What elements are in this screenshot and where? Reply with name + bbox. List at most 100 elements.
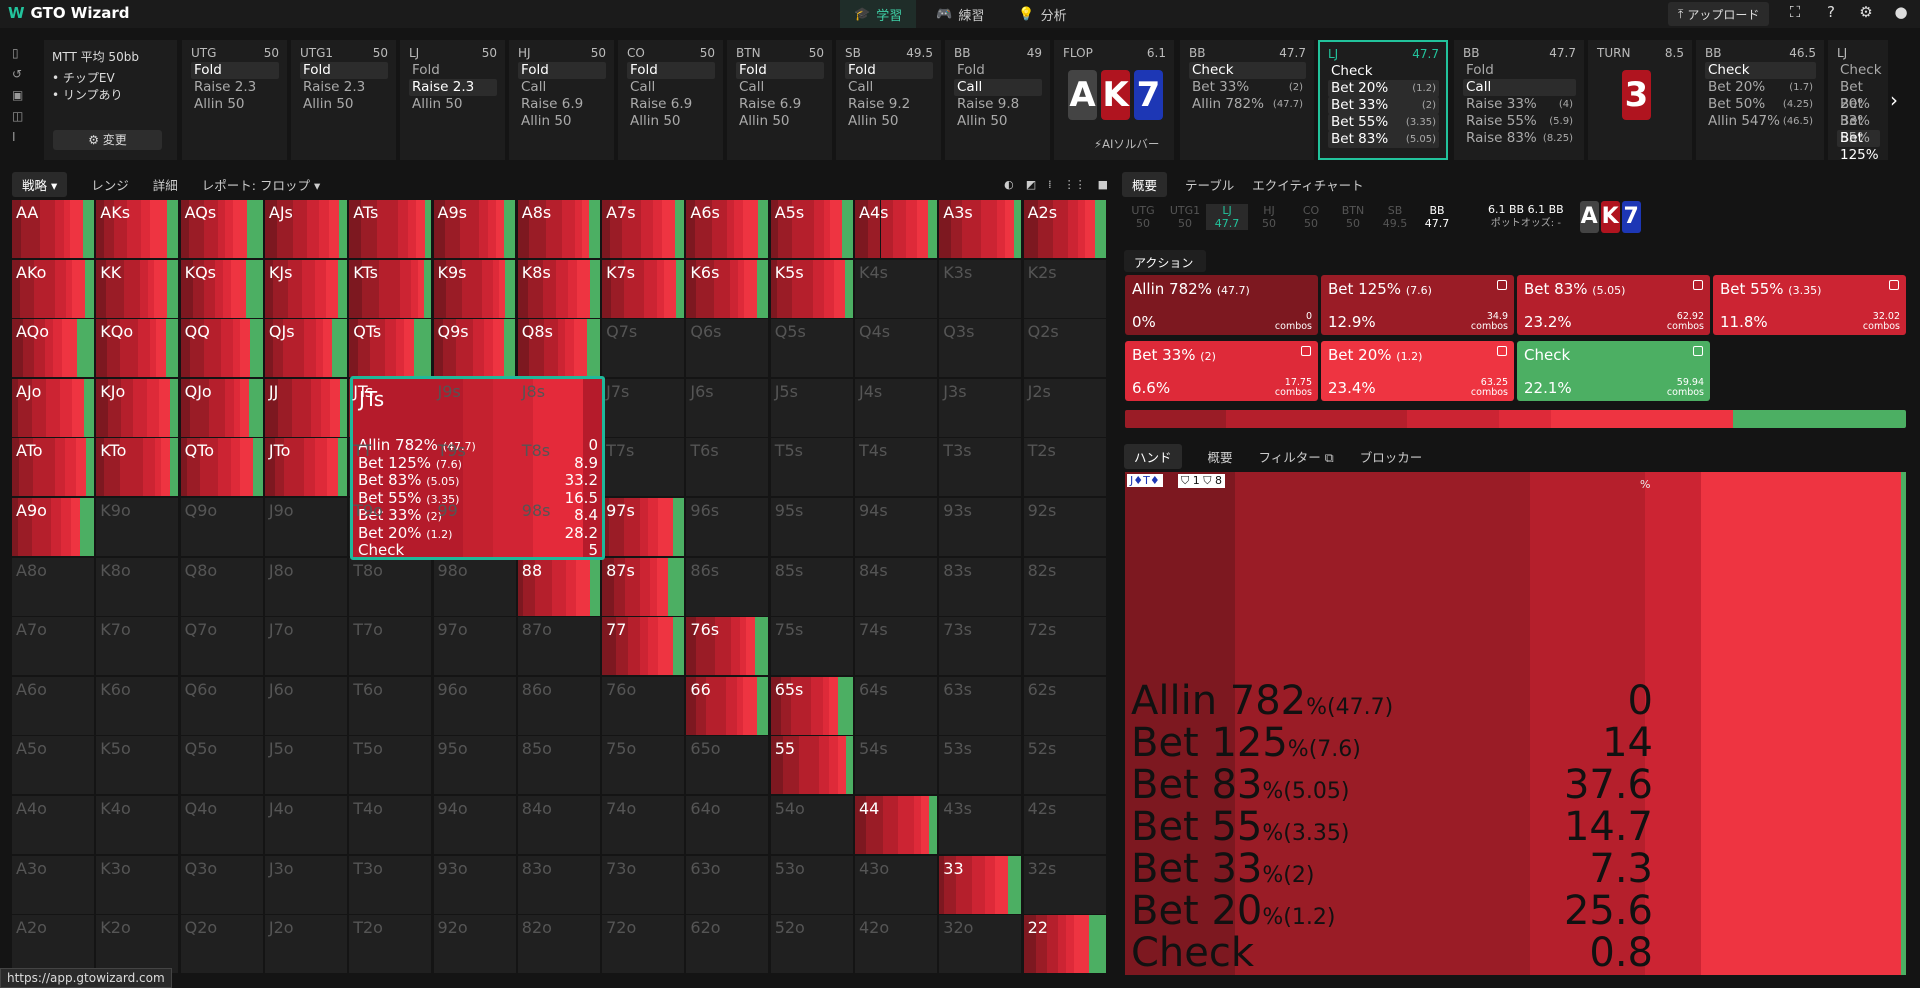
grid-cell[interactable]: 82o: [517, 915, 600, 974]
grid-cell[interactable]: J6o: [264, 676, 347, 735]
action-option[interactable]: Call: [630, 79, 656, 95]
grid-cell[interactable]: Q3s: [939, 319, 1022, 378]
grid-cell[interactable]: 75s: [770, 617, 853, 676]
screenshot-icon[interactable]: ⛶: [1789, 3, 1801, 21]
action-option[interactable]: Allin 50: [957, 113, 1008, 129]
grid-cell[interactable]: KQo: [96, 319, 179, 378]
grid-cell[interactable]: KTs: [349, 259, 432, 318]
grid-cell[interactable]: 62o: [686, 915, 769, 974]
street-column-bb[interactable]: BB 47.7 Check Bet 33% (2) Allin 782% (47.7): [1180, 40, 1314, 160]
grid-cell[interactable]: Q5s: [770, 319, 853, 378]
action-column-utg1[interactable]: UTG1 50 Fold Raise 2.3 Allin 50: [291, 40, 396, 160]
action-option[interactable]: Raise 33% (4): [1466, 96, 1573, 112]
tab-analyze[interactable]: 💡 分析: [1018, 6, 1067, 24]
grid-cell[interactable]: Q6o: [180, 676, 263, 735]
grid-cell[interactable]: Q3o: [180, 855, 263, 914]
contrast-icon[interactable]: ◩: [1025, 177, 1037, 191]
grid-cell[interactable]: JTo: [264, 438, 347, 497]
grid-cell[interactable]: 93s: [939, 498, 1022, 556]
grid-cell[interactable]: T2s: [1023, 438, 1106, 497]
action-option[interactable]: Bet 20% (1.7): [1708, 79, 1813, 95]
action-column-utg[interactable]: UTG 50 Fold Raise 2.3 Allin 50: [182, 40, 287, 160]
action-option[interactable]: Call: [739, 79, 765, 95]
grid-cell[interactable]: 85o: [517, 736, 600, 795]
user-icon[interactable]: ●: [1894, 3, 1908, 21]
grid-cell[interactable]: T6o: [349, 676, 432, 735]
grid-cell[interactable]: 98o: [433, 557, 516, 616]
grid-cell[interactable]: 92o: [433, 915, 516, 974]
action-option[interactable]: Allin 50: [848, 113, 899, 129]
change-button[interactable]: ⚙ 変更: [53, 130, 162, 150]
action-option[interactable]: Fold: [300, 62, 388, 79]
view-toggle-icon[interactable]: ◐: [1004, 177, 1014, 191]
grid-cell[interactable]: 32o: [939, 915, 1022, 974]
grid-cell[interactable]: A9o: [12, 498, 94, 556]
grid-cell[interactable]: K5o: [96, 736, 179, 795]
action-option[interactable]: Raise 9.8: [957, 96, 1020, 112]
grid-cell[interactable]: J2s: [1023, 378, 1106, 437]
bookmark-icon[interactable]: ▯: [12, 46, 19, 60]
grid-cell[interactable]: QTo: [180, 438, 263, 497]
seat-lj[interactable]: LJ 47.7: [1206, 204, 1248, 230]
grid-cell[interactable]: 97o: [433, 617, 516, 676]
grid-cell[interactable]: 63s: [939, 676, 1022, 735]
seat-sb[interactable]: SB 49.5: [1382, 204, 1408, 230]
grid-cell[interactable]: J8o: [264, 557, 347, 616]
grid-cell[interactable]: 72s: [1023, 617, 1106, 676]
action-option[interactable]: Check: [1840, 62, 1882, 78]
grid-cell[interactable]: AA: [12, 200, 94, 258]
action-box[interactable]: Allin 782% (47.7) 0% 0 combos: [1125, 275, 1318, 335]
report-icon[interactable]: [1693, 346, 1703, 356]
grid-cell[interactable]: A5s: [770, 200, 853, 258]
action-option[interactable]: Check: [1331, 63, 1373, 79]
flop-column[interactable]: FLOP 6.1 A K 7 ⚡AIソルバー: [1054, 40, 1174, 160]
grid-cell[interactable]: J5s: [770, 378, 853, 437]
grid-cell[interactable]: T8o: [349, 557, 432, 616]
grid-cell[interactable]: A6s: [686, 200, 769, 258]
grid-cell[interactable]: 54s: [855, 736, 937, 795]
grid-cell[interactable]: QTs: [349, 319, 432, 378]
action-box[interactable]: Bet 125% (7.6) 12.9% 34.9 combos: [1321, 275, 1514, 335]
action-option[interactable]: Allin 50: [303, 96, 354, 112]
grid-cell[interactable]: 95o: [433, 736, 516, 795]
grid-cell[interactable]: 74s: [855, 617, 937, 676]
grid-cell[interactable]: 84o: [517, 796, 600, 854]
grid-cell[interactable]: A3s: [939, 200, 1022, 258]
grid-cell[interactable]: 83s: [939, 557, 1022, 616]
grid-cell[interactable]: 54o: [770, 796, 853, 854]
grid-cell[interactable]: Q2o: [180, 915, 263, 974]
grid-cell[interactable]: Q4o: [180, 796, 263, 854]
grid-small-icon[interactable]: ⁞: [1048, 177, 1052, 191]
action-option[interactable]: Fold: [1466, 62, 1494, 78]
grid-cell[interactable]: A2s: [1023, 200, 1106, 258]
grid-cell[interactable]: 77: [602, 617, 685, 676]
action-option[interactable]: Bet 83% (5.05): [1328, 131, 1439, 148]
grid-cell[interactable]: T5o: [349, 736, 432, 795]
grid-cell[interactable]: 93o: [433, 855, 516, 914]
grid-cell[interactable]: J4o: [264, 796, 347, 854]
grid-cell[interactable]: K9s: [433, 259, 516, 318]
grid-cell[interactable]: KK: [96, 259, 179, 318]
grid-cell[interactable]: K2s: [1023, 259, 1106, 318]
grid-cell[interactable]: K3o: [96, 855, 179, 914]
grid-cell[interactable]: A2o: [12, 915, 94, 974]
square-icon[interactable]: ■: [1097, 177, 1108, 191]
seat-bb[interactable]: BB 47.7: [1424, 204, 1450, 230]
grid-cell[interactable]: Q5o: [180, 736, 263, 795]
grid-cell[interactable]: 82s: [1023, 557, 1106, 616]
grid-cell[interactable]: 96s: [686, 498, 769, 556]
action-option[interactable]: Allin 50: [630, 113, 681, 129]
report-icon[interactable]: [1497, 280, 1507, 290]
grid-cell[interactable]: J7s: [602, 378, 685, 437]
grid-cell[interactable]: K5s: [770, 259, 853, 318]
grid-cell[interactable]: T3o: [349, 855, 432, 914]
action-option[interactable]: Raise 2.3: [409, 79, 497, 96]
grid-cell[interactable]: 52s: [1023, 736, 1106, 795]
save-icon[interactable]: ▣: [12, 88, 24, 102]
grid-cell[interactable]: 72o: [602, 915, 685, 974]
grid-cell[interactable]: 86o: [517, 676, 600, 735]
grid-cell[interactable]: 64s: [855, 676, 937, 735]
action-option[interactable]: Check: [1705, 62, 1816, 79]
grid-cell[interactable]: KTo: [96, 438, 179, 497]
action-option[interactable]: Raise 6.9: [739, 96, 802, 112]
